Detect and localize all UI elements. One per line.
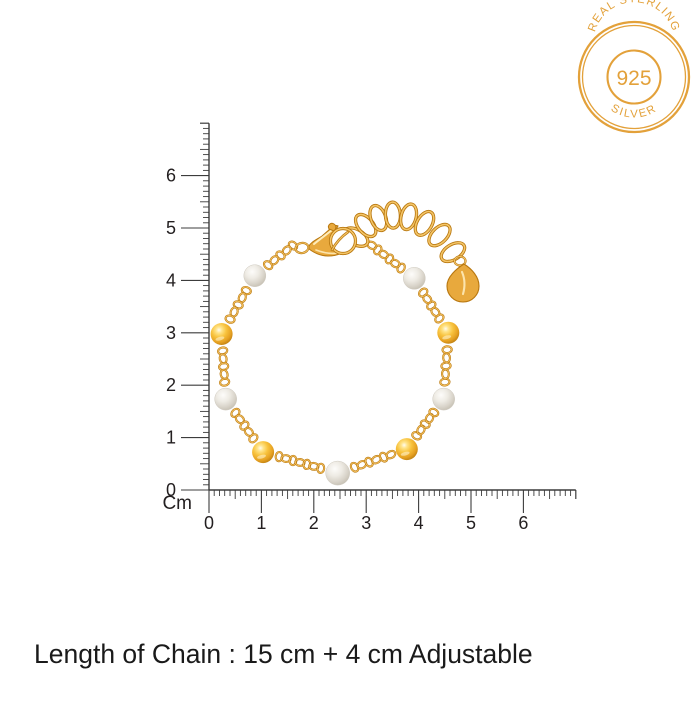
svg-text:925: 925 (616, 67, 651, 90)
svg-text:3: 3 (361, 513, 371, 533)
svg-text:0: 0 (204, 513, 214, 533)
svg-text:5: 5 (466, 513, 476, 533)
svg-text:REAL STERLING: REAL STERLING (586, 0, 682, 33)
svg-text:Cm: Cm (162, 493, 192, 514)
svg-text:6: 6 (166, 166, 176, 186)
svg-text:4: 4 (166, 270, 176, 290)
svg-text:4: 4 (414, 513, 424, 533)
svg-text:5: 5 (166, 218, 176, 238)
svg-text:SILVER: SILVER (609, 102, 659, 120)
svg-text:1: 1 (166, 428, 176, 448)
svg-text:3: 3 (166, 323, 176, 343)
svg-text:2: 2 (309, 513, 319, 533)
svg-text:1: 1 (256, 513, 266, 533)
svg-text:2: 2 (166, 375, 176, 395)
svg-text:6: 6 (518, 513, 528, 533)
